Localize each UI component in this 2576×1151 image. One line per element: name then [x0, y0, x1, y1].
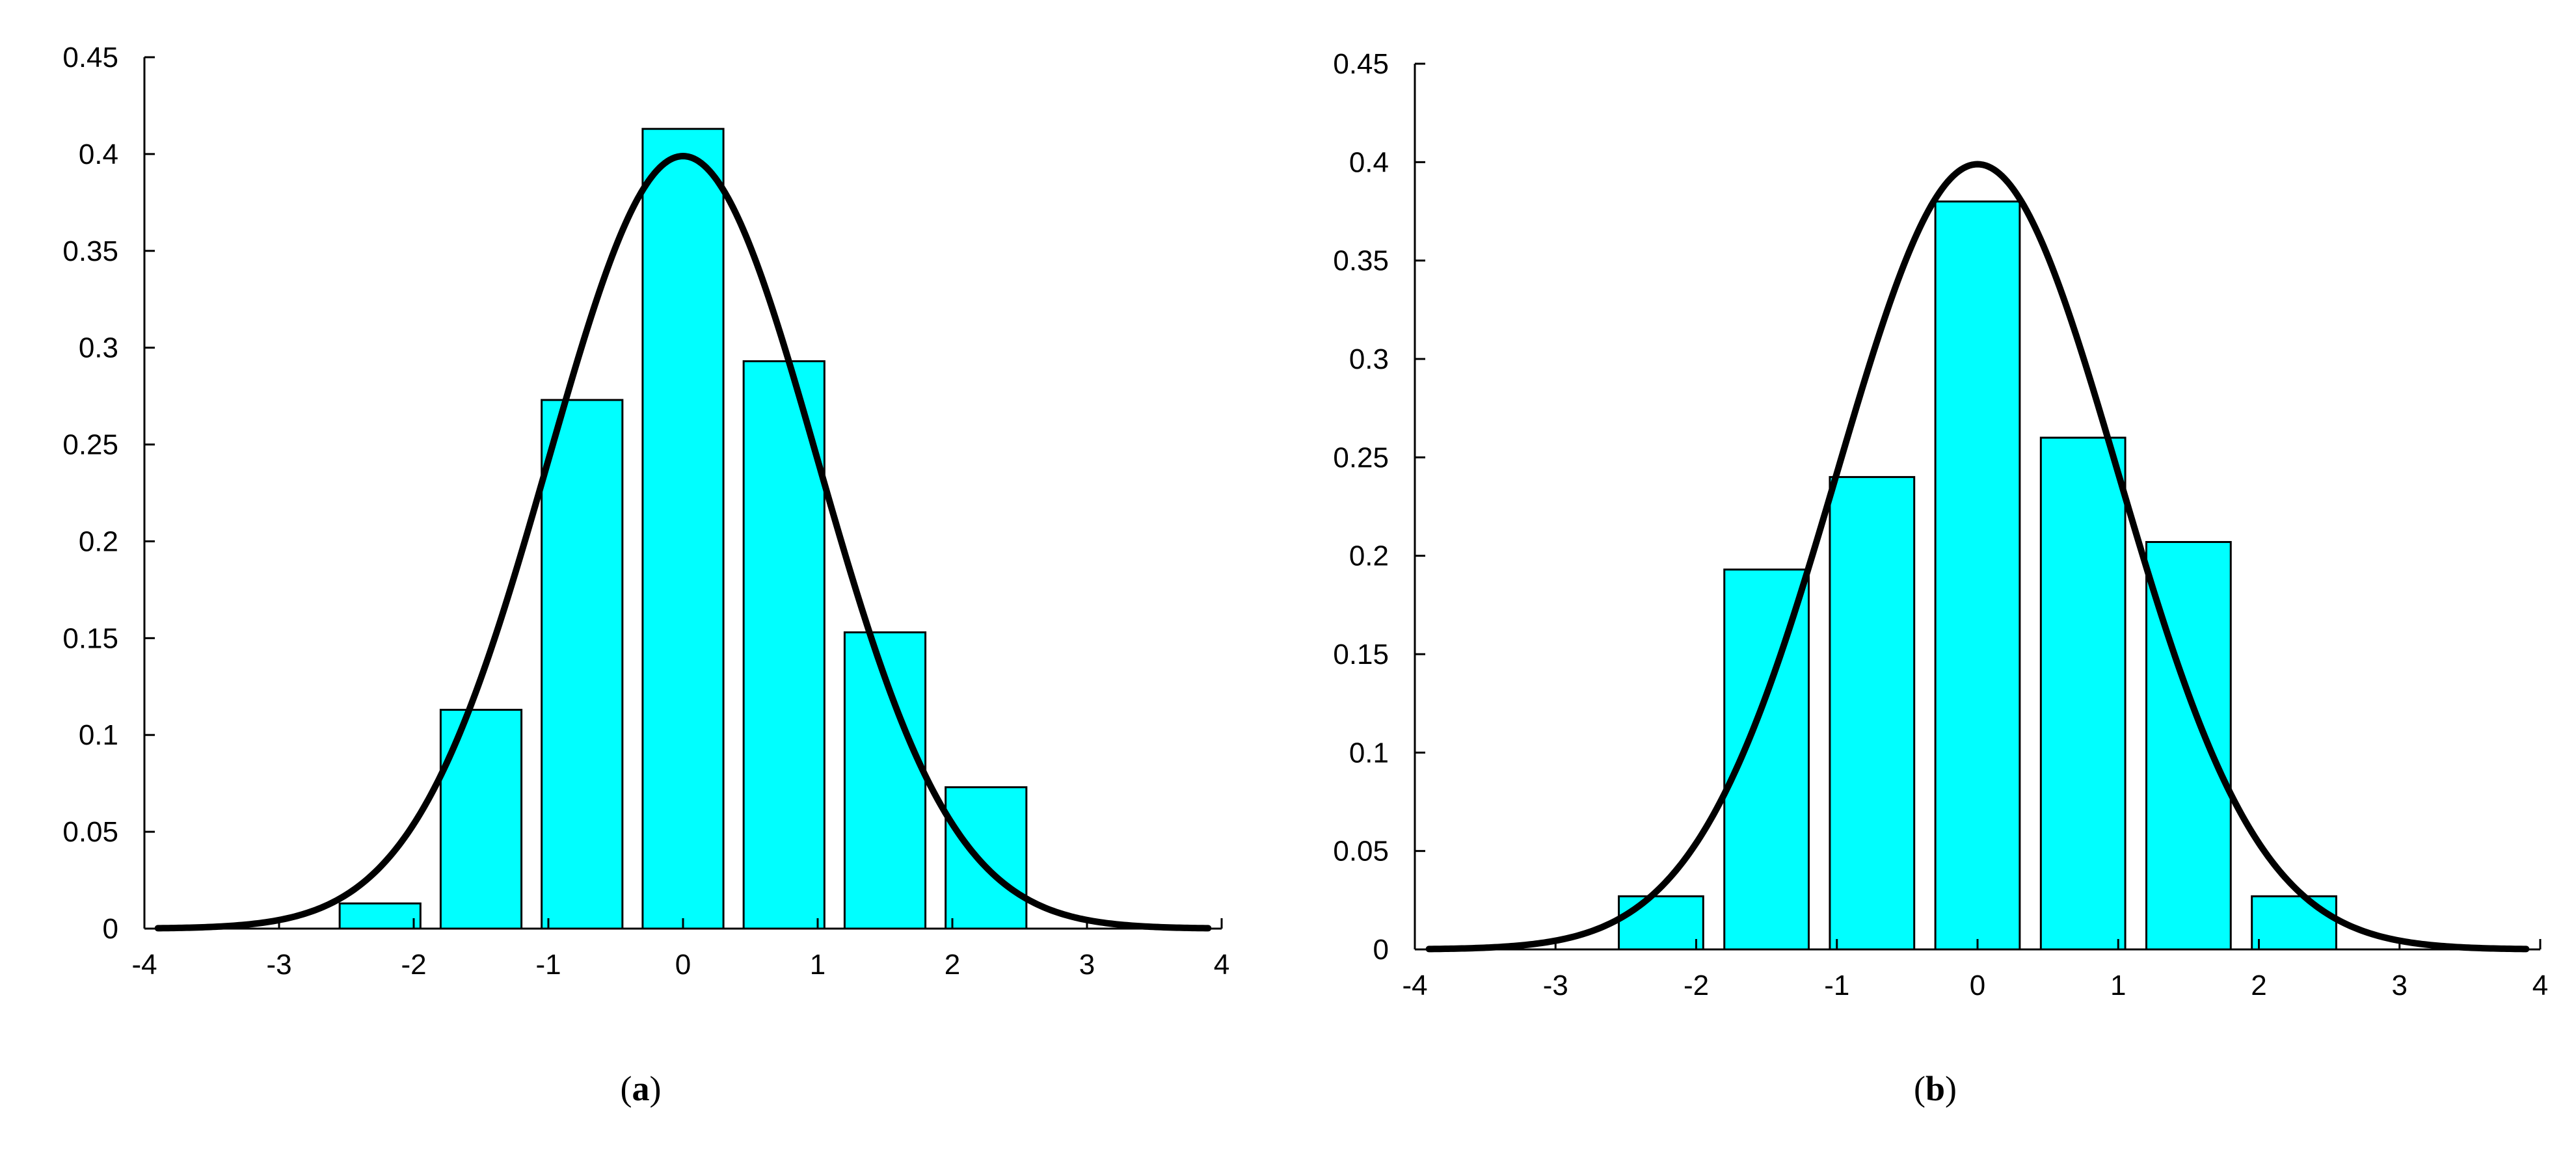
x-tick-label-b-6: 2 [2251, 970, 2266, 1001]
y-tick-label-a-1: 0.05 [62, 816, 118, 848]
bar-a-6 [945, 786, 1028, 930]
caption-b-close: ) [1945, 1069, 1957, 1108]
x-tick-label-a-4: 0 [675, 949, 691, 981]
y-tick-label-b-5: 0.25 [1333, 442, 1389, 473]
bar-b-6 [2251, 895, 2337, 951]
y-tick-label-a-2: 0.1 [79, 719, 118, 751]
x-tick-label-b-5: 1 [2110, 970, 2126, 1001]
y-tick-label-b-2: 0.1 [1349, 737, 1389, 769]
pdf-curve-b [1425, 161, 2530, 953]
y-tick-label-a-8: 0.4 [79, 139, 118, 170]
bar-a-4 [742, 360, 825, 930]
x-tick-label-b-7: 3 [2392, 970, 2408, 1001]
y-tick-label-a-0: 0 [103, 913, 118, 945]
x-tick-label-b-0: -4 [1402, 970, 1427, 1001]
x-tick-label-a-3: -1 [535, 949, 561, 981]
caption-a: (a) [621, 1069, 662, 1108]
bar-a-2 [541, 399, 624, 930]
caption-a-letter: a [632, 1069, 650, 1108]
y-tick-label-b-4: 0.2 [1349, 540, 1389, 572]
x-tick-label-b-2: -2 [1684, 970, 1709, 1001]
caption-b-open: ( [1914, 1069, 1925, 1108]
y-tick-label-b-0: 0 [1373, 934, 1389, 966]
bar-b-4 [2039, 436, 2127, 951]
y-tick-label-b-1: 0.05 [1333, 836, 1389, 867]
bar-a-3 [641, 127, 725, 930]
y-tick-label-a-6: 0.3 [79, 332, 118, 364]
x-tick-label-b-8: 4 [2532, 970, 2548, 1001]
chart-panel-a: -4 -3 -2 -1 0 1 2 3 4 0 0.05 0.1 0.15 0.2 0.25 0.3 0.35 0… [62, 42, 1229, 981]
bar-a-0 [338, 902, 422, 930]
x-tick-label-a-8: 4 [1214, 949, 1229, 981]
caption-a-open: ( [621, 1069, 632, 1108]
y-tick-label-a-9: 0.45 [62, 42, 118, 73]
x-tick-label-a-0: -4 [131, 949, 157, 981]
chart-panel-b: -4 -3 -2 -1 0 1 2 3 4 0 0.05 0.1 0.15 0.2 0.25 0.3 0.35 0… [1333, 48, 2548, 1001]
x-tick-label-a-5: 1 [810, 949, 825, 981]
bar-b-0 [1618, 895, 1704, 951]
caption-a-close: ) [650, 1069, 662, 1108]
x-tick-label-a-7: 3 [1079, 949, 1095, 981]
bar-b-2 [1829, 476, 1916, 951]
y-tick-label-b-7: 0.35 [1333, 245, 1389, 277]
y-tick-label-a-5: 0.25 [62, 429, 118, 461]
caption-b: (b) [1914, 1069, 1957, 1108]
y-tick-label-a-4: 0.2 [79, 525, 118, 557]
x-tick-label-b-3: -1 [1824, 970, 1849, 1001]
x-tick-label-b-1: -3 [1543, 970, 1568, 1001]
y-tick-label-a-7: 0.35 [62, 235, 118, 267]
pdf-curve-a [154, 153, 1212, 932]
y-tick-label-a-3: 0.15 [62, 622, 118, 654]
caption-b-letter: b [1925, 1069, 1945, 1108]
x-tick-label-a-2: -2 [401, 949, 426, 981]
y-tick-label-b-9: 0.45 [1333, 48, 1389, 80]
y-tick-label-b-8: 0.4 [1349, 146, 1389, 178]
bar-b-3 [1934, 200, 2021, 951]
x-tick-label-a-1: -3 [266, 949, 291, 981]
y-tick-label-b-6: 0.3 [1349, 343, 1389, 375]
y-tick-label-b-3: 0.15 [1333, 639, 1389, 670]
x-tick-label-a-6: 2 [945, 949, 960, 981]
x-tick-label-b-4: 0 [1970, 970, 1985, 1001]
